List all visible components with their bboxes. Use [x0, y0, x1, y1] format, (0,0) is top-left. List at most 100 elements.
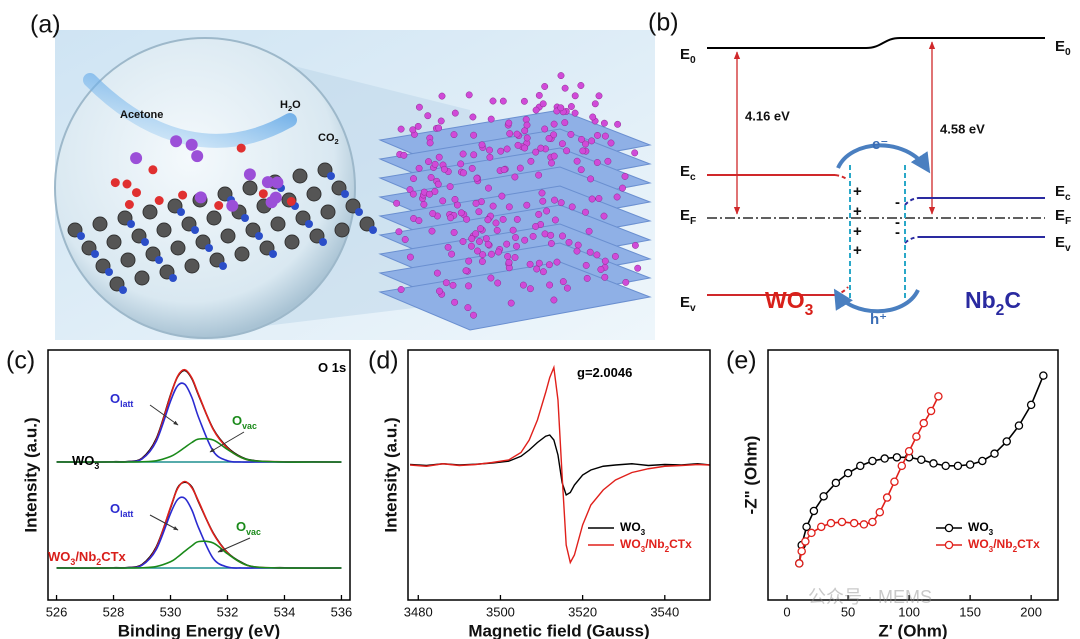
- data-point: [904, 446, 914, 456]
- surface-atom: [574, 241, 582, 249]
- x-tick-label: 3520: [568, 604, 597, 619]
- surface-atom: [535, 210, 543, 218]
- subscript: 2: [1013, 545, 1018, 554]
- text-part: O: [232, 413, 242, 428]
- surface-atom: [393, 199, 401, 207]
- data-point: [926, 406, 936, 416]
- surface-atom: [395, 228, 403, 236]
- panel-label: (b): [648, 9, 679, 37]
- annotation: O 1s: [318, 360, 346, 375]
- oxygen-atom: [214, 201, 224, 210]
- lattice-atom: [177, 208, 185, 216]
- surface-atom: [489, 202, 497, 210]
- surface-atom: [397, 125, 405, 133]
- surface-atom: [401, 236, 409, 243]
- surface-atom: [539, 100, 547, 108]
- y-axis-label: -Z" (Ohm): [741, 436, 760, 515]
- surface-atom: [492, 219, 500, 227]
- data-point: [978, 456, 987, 466]
- nb-atom: [265, 196, 278, 209]
- nb-atom: [261, 176, 274, 189]
- x-axis-label: Binding Energy (eV): [118, 621, 280, 639]
- text-part: E: [680, 163, 690, 180]
- data-point: [859, 520, 869, 529]
- surface-atom: [526, 285, 534, 293]
- surface-atom: [558, 140, 566, 148]
- lattice-atom: [184, 258, 200, 274]
- surface-atom: [586, 248, 594, 256]
- energy-level-label: EF: [680, 207, 696, 227]
- surface-atom: [451, 195, 459, 203]
- panel-label: (a): [30, 11, 61, 39]
- lattice-atom: [219, 262, 227, 270]
- data-point: [892, 453, 902, 462]
- watermark: 公众号 · MEMS: [808, 587, 932, 607]
- oxygen-atom: [286, 197, 296, 206]
- surface-atom: [551, 216, 559, 224]
- subscript: 0: [1065, 47, 1071, 58]
- surface-atom: [476, 238, 483, 245]
- surface-atom: [593, 251, 601, 259]
- hole-flow: [833, 288, 920, 314]
- surface-atom: [489, 97, 497, 105]
- text-part: O: [236, 519, 246, 534]
- surface-atom: [485, 184, 492, 192]
- surface-atom: [427, 174, 435, 181]
- lattice-atom: [284, 234, 300, 250]
- annotation-arrow: [209, 431, 245, 453]
- surface-atom: [567, 130, 575, 138]
- oxygen-atom: [122, 179, 132, 189]
- surface-atom: [450, 131, 458, 139]
- surface-atom: [588, 195, 596, 203]
- surface-atom: [585, 227, 593, 235]
- x-tick-label: 50: [841, 604, 855, 619]
- surface-atom: [539, 268, 547, 276]
- surface-atom: [493, 226, 501, 234]
- negative-charge: -: [895, 224, 900, 241]
- surface-atom: [631, 149, 639, 157]
- panel-label: (c): [6, 347, 35, 375]
- surface-atom: [573, 157, 581, 165]
- lattice-atom: [355, 208, 363, 216]
- carrier-label: h⁺: [870, 311, 887, 328]
- surface-atom: [451, 298, 459, 306]
- surface-atom: [561, 119, 569, 127]
- lattice-atom: [320, 204, 336, 220]
- surface-atom: [547, 231, 555, 239]
- data-line: [56, 437, 342, 463]
- surface-atom: [449, 281, 457, 289]
- surface-atom: [451, 109, 459, 117]
- oxygen-atom: [258, 189, 268, 199]
- panel-label: (d): [368, 347, 399, 375]
- energy-level-label: EF: [1055, 207, 1071, 227]
- lattice-atom: [169, 274, 177, 282]
- data-point: [934, 392, 943, 401]
- surface-atom: [459, 150, 467, 158]
- subscript: 2: [288, 104, 292, 113]
- surface-atom: [435, 153, 443, 161]
- illustration: [54, 30, 655, 340]
- text-part: CTx: [669, 537, 692, 551]
- surface-atom: [486, 153, 494, 161]
- lattice-atom: [106, 234, 122, 250]
- material-label: WO3: [765, 287, 814, 319]
- annotation-arrow: [149, 514, 179, 531]
- nanosheet-layer: [378, 261, 652, 331]
- surface-atom: [484, 216, 492, 224]
- surface-atom: [448, 250, 456, 258]
- surface-atom: [505, 203, 513, 211]
- positive-charge: +: [853, 183, 862, 200]
- surface-atom: [546, 281, 554, 289]
- band-bending: [904, 236, 919, 244]
- annotation: Ovac: [236, 519, 261, 537]
- annotation: Olatt: [110, 501, 133, 519]
- subscript: F: [690, 216, 696, 227]
- energy-level-label: Ev: [1055, 234, 1071, 254]
- subscript: 3: [641, 528, 646, 537]
- surface-atom: [607, 139, 615, 147]
- surface-atom: [442, 279, 450, 287]
- data-point: [919, 418, 928, 428]
- surface-atom: [428, 227, 436, 235]
- positive-charge: +: [853, 203, 862, 220]
- text-part: H: [280, 99, 288, 111]
